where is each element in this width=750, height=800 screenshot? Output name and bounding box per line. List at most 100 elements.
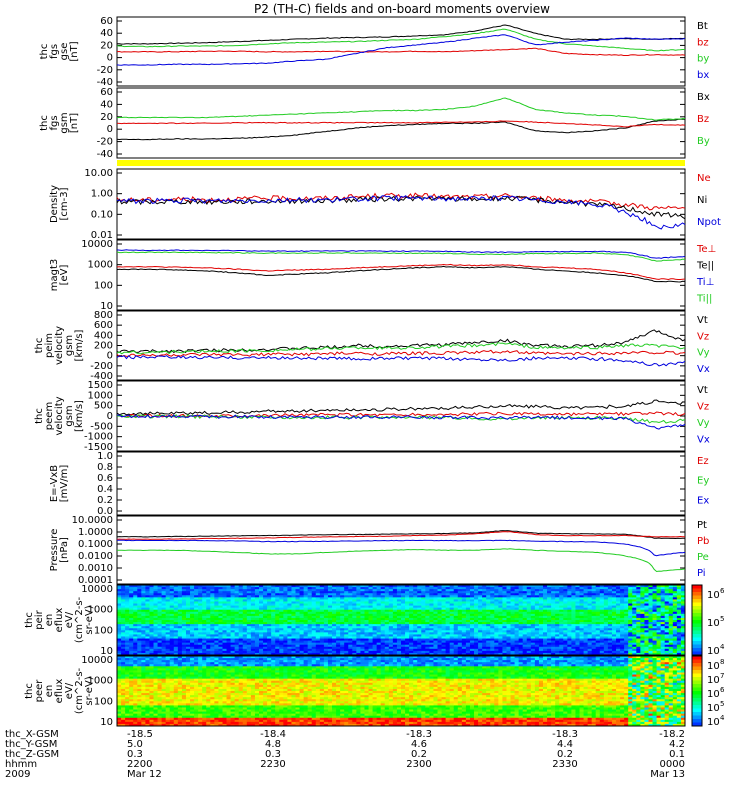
heatmap-cell xyxy=(510,640,516,644)
heatmap-cell xyxy=(478,628,483,631)
heatmap-cell xyxy=(538,632,544,635)
heatmap-cell xyxy=(664,603,670,607)
heatmap-cell xyxy=(218,632,223,635)
heatmap-cell xyxy=(165,597,171,600)
heatmap-cell xyxy=(425,587,430,590)
heatmap-cell xyxy=(559,652,564,656)
heatmap-cell xyxy=(413,650,418,654)
heatmap-cell xyxy=(417,648,422,652)
y-tick-label: 20 xyxy=(100,112,113,123)
heatmap-cell xyxy=(433,652,439,656)
heatmap-cell xyxy=(526,620,532,623)
heatmap-cell xyxy=(307,640,313,644)
heatmap-cell xyxy=(672,589,678,592)
heatmap-cell xyxy=(401,607,406,611)
heatmap-cell xyxy=(551,601,556,605)
heatmap-cell xyxy=(474,644,479,648)
heatmap-cell xyxy=(340,609,345,613)
heatmap-cell xyxy=(206,646,211,650)
heatmap-cell xyxy=(206,603,211,607)
heatmap-cell xyxy=(538,585,544,588)
heatmap-cell xyxy=(263,603,268,607)
heatmap-cell xyxy=(299,630,305,633)
heatmap-cell xyxy=(364,609,370,613)
heatmap-cell xyxy=(469,624,475,627)
heatmap-cell xyxy=(336,640,341,644)
heatmap-cell xyxy=(388,591,394,594)
heatmap-cell xyxy=(271,636,276,640)
heatmap-cell xyxy=(190,624,195,627)
heatmap-cell xyxy=(595,646,601,650)
heatmap-cell xyxy=(640,615,645,619)
heatmap-cell xyxy=(433,642,439,646)
heatmap-cell xyxy=(344,611,349,615)
heatmap-cell xyxy=(177,620,183,623)
heatmap-cell xyxy=(332,624,337,627)
y-tick-label: 500 xyxy=(94,401,113,412)
heatmap-cell xyxy=(376,611,382,615)
heatmap-cell xyxy=(133,593,138,596)
heatmap-cell xyxy=(478,609,483,613)
heatmap-cell xyxy=(145,585,150,588)
heatmap-cell xyxy=(664,605,670,609)
heatmap-cell xyxy=(502,652,507,656)
heatmap-cell xyxy=(502,605,507,609)
heatmap-cell xyxy=(632,624,637,627)
heatmap-cell xyxy=(401,603,406,607)
heatmap-cell xyxy=(510,587,516,590)
heatmap-cell xyxy=(445,597,451,600)
heatmap-cell xyxy=(157,636,163,640)
heatmap-cell xyxy=(595,609,601,613)
heatmap-cell xyxy=(413,620,418,623)
heatmap-cell xyxy=(153,591,159,594)
heatmap-cell xyxy=(238,646,244,650)
heatmap-cell xyxy=(543,640,548,644)
heatmap-cell xyxy=(299,642,305,646)
heatmap-cell xyxy=(599,599,605,602)
heatmap-cell xyxy=(396,605,402,609)
heatmap-cell xyxy=(579,603,585,607)
heatmap-cell xyxy=(620,609,625,613)
heatmap-cell xyxy=(465,638,471,642)
heatmap-cell xyxy=(437,599,443,602)
heatmap-cell xyxy=(332,603,337,607)
heatmap-cell xyxy=(384,622,390,625)
heatmap-cell xyxy=(202,585,207,588)
heatmap-cell xyxy=(315,634,321,637)
heatmap-cell xyxy=(449,603,455,607)
heatmap-cell xyxy=(295,597,301,600)
heatmap-cell xyxy=(624,644,629,648)
heatmap-cell xyxy=(575,632,581,635)
heatmap-cell xyxy=(336,648,341,652)
heatmap-cell xyxy=(396,652,402,656)
heatmap-cell xyxy=(547,642,552,646)
heatmap-cell xyxy=(210,593,215,596)
heatmap-cell xyxy=(595,593,601,596)
heatmap-cell xyxy=(202,589,207,592)
heatmap-cell xyxy=(543,605,548,609)
heatmap-cell xyxy=(449,624,455,627)
heatmap-cell xyxy=(133,591,138,594)
heatmap-cell xyxy=(624,650,629,654)
heatmap-cell xyxy=(214,609,219,613)
heatmap-cell xyxy=(149,611,155,615)
heatmap-cell xyxy=(165,601,171,605)
heatmap-cell xyxy=(526,646,532,650)
heatmap-cell xyxy=(250,587,256,590)
heatmap-cell xyxy=(364,613,370,617)
heatmap-cell xyxy=(664,622,670,625)
heatmap-cell xyxy=(575,595,581,598)
heatmap-cell xyxy=(551,648,556,652)
heatmap-cell xyxy=(640,595,645,598)
heatmap-cell xyxy=(429,591,434,594)
heatmap-cell xyxy=(157,646,163,650)
heatmap-cell xyxy=(543,585,548,588)
heatmap-cell xyxy=(421,624,426,627)
heatmap-cell xyxy=(668,607,674,611)
heatmap-cell xyxy=(672,628,678,631)
heatmap-cell xyxy=(380,620,386,623)
heatmap-cell xyxy=(425,595,430,598)
heatmap-cell xyxy=(660,646,666,650)
heatmap-cell xyxy=(624,630,629,633)
heatmap-cell xyxy=(599,632,605,635)
